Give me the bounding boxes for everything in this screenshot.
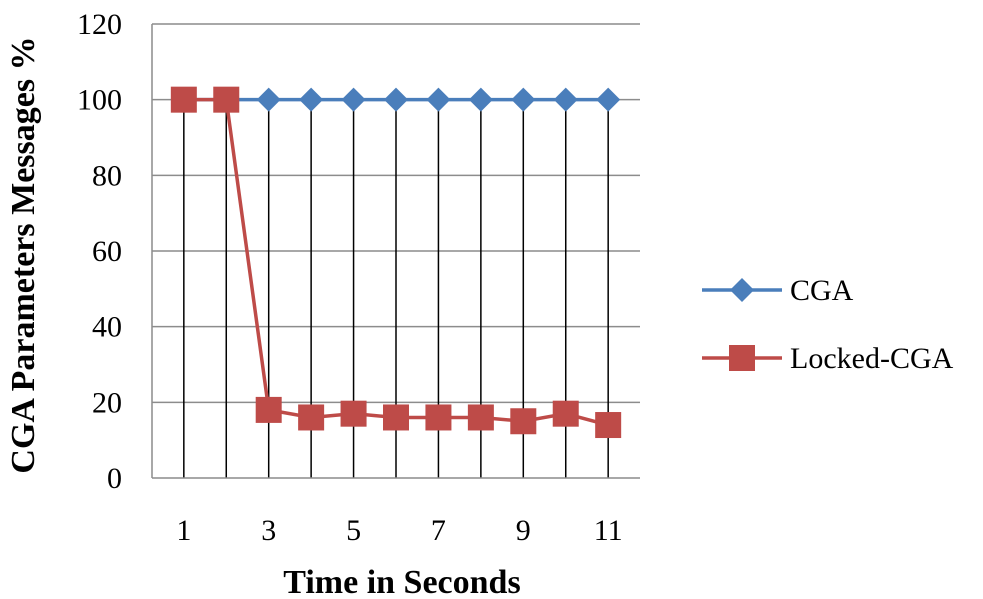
y-axis-title: CGA Parameters Messages % xyxy=(5,36,42,473)
y-tick-label: 20 xyxy=(92,386,122,419)
data-point xyxy=(384,87,408,112)
data-point xyxy=(552,400,579,427)
y-tick-label: 0 xyxy=(107,462,122,495)
data-point xyxy=(511,87,536,112)
y-axis-ticks: 0 20 40 60 80 100 120 xyxy=(77,8,122,495)
data-point xyxy=(553,87,578,112)
chart-axes xyxy=(151,24,640,479)
data-point xyxy=(510,408,537,435)
x-tick-label: 3 xyxy=(261,514,276,547)
diamond-marker-icon xyxy=(730,278,754,302)
data-point xyxy=(170,86,197,113)
x-tick-label: 11 xyxy=(594,514,623,547)
x-tick-label: 5 xyxy=(346,514,361,547)
y-tick-label: 40 xyxy=(92,311,122,344)
data-point xyxy=(298,404,325,431)
data-point xyxy=(383,404,409,431)
data-point xyxy=(467,404,494,431)
series-locked-cga xyxy=(170,86,622,439)
y-tick-label: 60 xyxy=(92,235,122,268)
data-point xyxy=(468,87,493,112)
data-point xyxy=(426,87,451,112)
data-point xyxy=(299,87,324,112)
x-tick-label: 1 xyxy=(176,514,191,547)
data-point xyxy=(595,412,622,439)
chart-legend: CGA Locked-CGA xyxy=(702,274,954,375)
data-point xyxy=(596,87,621,112)
square-marker-icon xyxy=(729,345,755,371)
data-point xyxy=(341,87,366,112)
x-axis-ticks: 1 3 5 7 9 11 xyxy=(176,514,622,547)
legend-label: CGA xyxy=(790,274,854,307)
data-point xyxy=(256,87,281,112)
legend-item: Locked-CGA xyxy=(702,342,954,375)
y-tick-label: 80 xyxy=(92,159,122,192)
data-point xyxy=(255,396,282,423)
x-axis-title: Time in Seconds xyxy=(283,564,520,599)
chart-series xyxy=(170,86,622,439)
data-point xyxy=(425,404,452,431)
legend-item: CGA xyxy=(702,274,854,307)
x-tick-label: 9 xyxy=(516,514,531,547)
y-tick-label: 120 xyxy=(77,8,122,41)
y-tick-label: 100 xyxy=(77,84,122,117)
data-point xyxy=(213,86,240,113)
x-tick-label: 7 xyxy=(431,514,446,547)
data-point xyxy=(340,400,367,427)
legend-label: Locked-CGA xyxy=(790,342,954,375)
